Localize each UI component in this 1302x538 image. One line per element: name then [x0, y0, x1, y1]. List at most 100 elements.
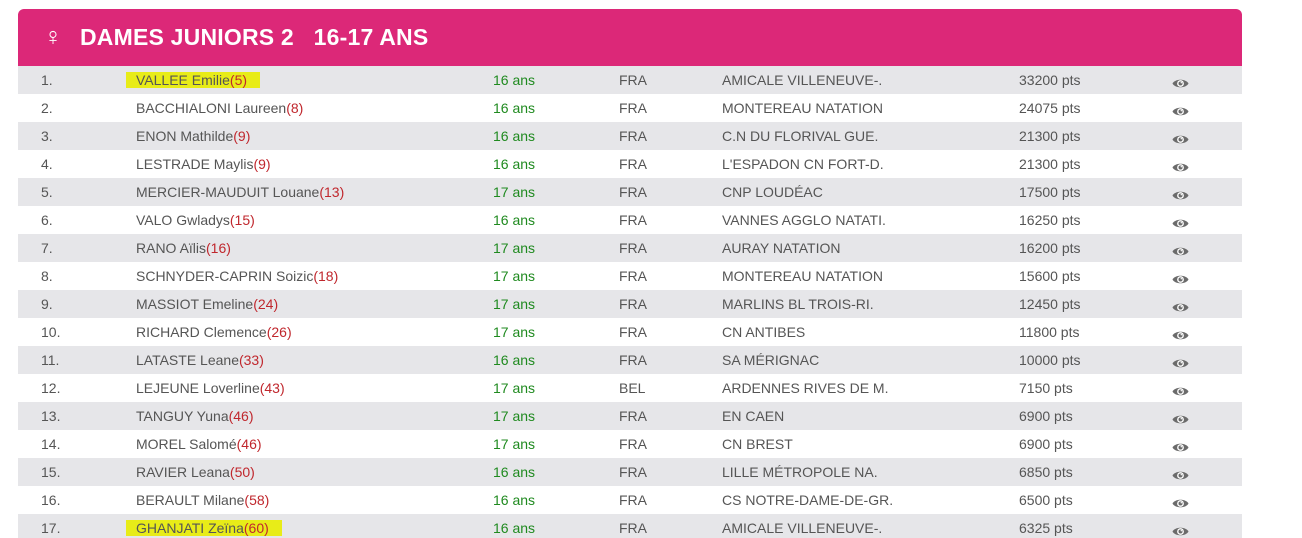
eye-icon[interactable] [1172, 212, 1189, 228]
eye-icon[interactable] [1172, 520, 1189, 536]
swimmer-name: VALLEE Emilie [136, 72, 230, 88]
swimmer-age: 17 ans [493, 436, 536, 452]
swimmer-country: FRA [619, 156, 647, 172]
rank-position: 9. [41, 296, 53, 312]
swimmer-points: 12450 pts [1019, 296, 1081, 312]
eye-icon[interactable] [1172, 352, 1189, 368]
rank-position: 3. [41, 128, 53, 144]
national-ranking: (58) [244, 492, 270, 508]
swimmer-points: 24075 pts [1019, 100, 1081, 116]
swimmer-name-wrap: SCHNYDER-CAPRIN Soizic(18) [136, 268, 338, 284]
eye-icon[interactable] [1172, 324, 1189, 340]
swimmer-cell: ENON Mathilde(9) [136, 122, 250, 150]
swimmer-points: 6900 pts [1019, 436, 1073, 452]
eye-icon[interactable] [1172, 128, 1189, 144]
swimmer-points: 6850 pts [1019, 464, 1073, 480]
swimmer-club: MONTEREAU NATATION [722, 268, 883, 284]
eye-icon[interactable] [1172, 464, 1189, 480]
swimmer-name-wrap: ENON Mathilde(9) [136, 128, 250, 144]
swimmer-country: FRA [619, 128, 647, 144]
eye-icon[interactable] [1172, 184, 1189, 200]
ranking-row: 9. MASSIOT Emeline(24) 17 ans FRA MARLIN… [18, 290, 1242, 318]
swimmer-cell: LATASTE Leane(33) [136, 346, 264, 374]
swimmer-country: FRA [619, 352, 647, 368]
swimmer-age: 16 ans [493, 352, 536, 368]
swimmer-points: 6325 pts [1019, 520, 1073, 536]
swimmer-name-wrap: BACCHIALONI Laureen(8) [136, 100, 303, 116]
ranking-row: 8. SCHNYDER-CAPRIN Soizic(18) 17 ans FRA… [18, 262, 1242, 290]
swimmer-club: CS NOTRE-DAME-DE-GR. [722, 492, 894, 508]
national-ranking: (15) [229, 212, 255, 228]
swimmer-points: 15600 pts [1019, 268, 1081, 284]
eye-icon[interactable] [1172, 100, 1189, 116]
swimmer-club: AURAY NATATION [722, 240, 841, 256]
eye-icon[interactable] [1172, 492, 1189, 508]
eye-icon[interactable] [1172, 156, 1189, 172]
ranking-row: 13. TANGUY Yuna(46) 17 ans FRA EN CAEN 6… [18, 402, 1242, 430]
swimmer-country: FRA [619, 268, 647, 284]
eye-icon[interactable] [1172, 296, 1189, 312]
national-ranking: (46) [228, 408, 254, 424]
swimmer-cell: TANGUY Yuna(46) [136, 402, 254, 430]
rank-position: 1. [41, 72, 53, 88]
swimmer-country: FRA [619, 72, 647, 88]
swimmer-cell: RAVIER Leana(50) [136, 458, 255, 486]
ranking-row: 1. VALLEE Emilie(5) 16 ans FRA AMICALE V… [18, 66, 1242, 94]
eye-icon[interactable] [1172, 436, 1189, 452]
swimmer-name: SCHNYDER-CAPRIN Soizic [136, 268, 314, 284]
ranking-row: 16. BERAULT Milane(58) 16 ans FRA CS NOT… [18, 486, 1242, 514]
ranking-row: 7. RANO Aïlis(16) 17 ans FRA AURAY NATAT… [18, 234, 1242, 262]
swimmer-name: LEJEUNE Loverline [136, 380, 260, 396]
national-ranking: (16) [206, 240, 231, 256]
rank-position: 12. [41, 380, 61, 396]
eye-icon[interactable] [1172, 408, 1189, 424]
swimmer-country: FRA [619, 100, 647, 116]
swimmer-cell: RANO Aïlis(16) [136, 234, 231, 262]
swimmer-cell: MOREL Salomé(46) [136, 430, 262, 458]
swimmer-cell: GHANJATI Zeïna(60) [126, 514, 282, 538]
swimmer-cell: SCHNYDER-CAPRIN Soizic(18) [136, 262, 338, 290]
swimmer-age: 16 ans [493, 212, 536, 228]
eye-icon[interactable] [1172, 380, 1189, 396]
rank-position: 16. [41, 492, 61, 508]
ranking-row: 3. ENON Mathilde(9) 16 ans FRA C.N DU FL… [18, 122, 1242, 150]
swimmer-name-wrap: GHANJATI Zeïna(60) [126, 520, 282, 536]
eye-icon[interactable] [1172, 240, 1189, 256]
swimmer-cell: MASSIOT Emeline(24) [136, 290, 278, 318]
swimmer-name-wrap: TANGUY Yuna(46) [136, 408, 254, 424]
ranking-row: 17. GHANJATI Zeïna(60) 16 ans FRA AMICAL… [18, 514, 1242, 538]
swimmer-cell: BACCHIALONI Laureen(8) [136, 94, 303, 122]
swimmer-name: MOREL Salomé [136, 436, 237, 452]
swimmer-club: ARDENNES RIVES DE M. [722, 380, 889, 396]
swimmer-country: FRA [619, 184, 647, 200]
swimmer-country: BEL [619, 380, 646, 396]
swimmer-name-wrap: RAVIER Leana(50) [136, 464, 255, 480]
rank-position: 13. [41, 408, 61, 424]
rank-position: 2. [41, 100, 53, 116]
swimmer-name-wrap: RICHARD Clemence(26) [136, 324, 292, 340]
ranking-row: 4. LESTRADE Maylis(9) 16 ans FRA L'ESPAD… [18, 150, 1242, 178]
swimmer-club: CNP LOUDÉAC [722, 184, 823, 200]
swimmer-country: FRA [619, 520, 647, 536]
national-ranking: (9) [233, 128, 251, 144]
swimmer-country: FRA [619, 464, 647, 480]
swimmer-age: 16 ans [493, 464, 536, 480]
swimmer-name-wrap: LATASTE Leane(33) [136, 352, 264, 368]
swimmer-name-wrap: BERAULT Milane(58) [136, 492, 269, 508]
swimmer-club: LILLE MÉTROPOLE NA. [722, 464, 878, 480]
swimmer-age: 16 ans [493, 72, 536, 88]
swimmer-cell: LEJEUNE Loverline(43) [136, 374, 285, 402]
national-ranking: (33) [238, 352, 264, 368]
swimmer-cell: RICHARD Clemence(26) [136, 318, 292, 346]
swimmer-name-wrap: VALO Gwladys(15) [136, 212, 255, 228]
swimmer-age: 17 ans [493, 296, 536, 312]
swimmer-points: 10000 pts [1019, 352, 1081, 368]
national-ranking: (46) [236, 436, 262, 452]
swimmer-name: TANGUY Yuna [136, 408, 229, 424]
swimmer-country: FRA [619, 492, 647, 508]
rank-position: 8. [41, 268, 53, 284]
eye-icon[interactable] [1172, 268, 1189, 284]
swimmer-name: BACCHIALONI Laureen [136, 100, 287, 116]
swimmer-points: 6500 pts [1019, 492, 1073, 508]
eye-icon[interactable] [1172, 72, 1189, 88]
